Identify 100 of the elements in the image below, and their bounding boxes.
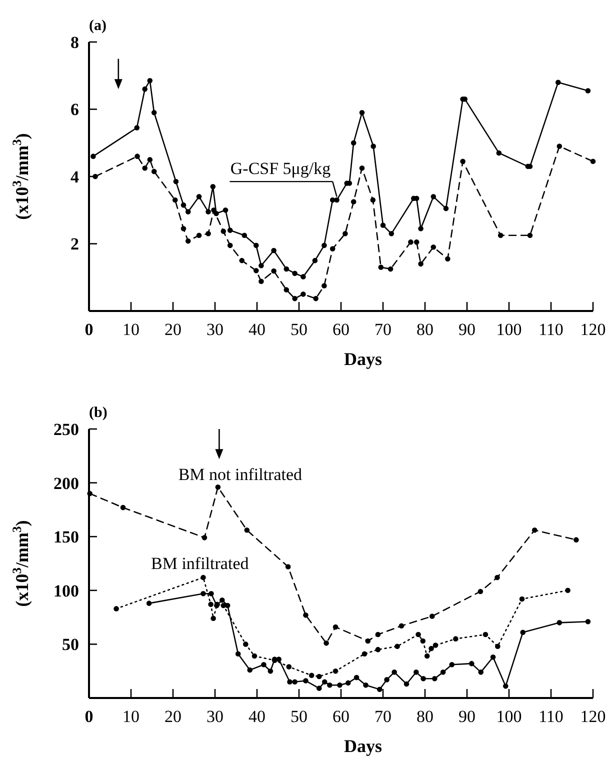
point: [196, 194, 202, 200]
point: [443, 206, 449, 212]
point: [432, 676, 438, 682]
point: [146, 600, 152, 606]
point: [322, 283, 327, 288]
point: [313, 296, 318, 302]
point: [151, 110, 157, 116]
point: [498, 232, 504, 238]
point: [482, 632, 488, 638]
point: [147, 78, 153, 84]
point: [322, 242, 327, 248]
point: [244, 528, 250, 533]
point: [147, 157, 153, 162]
x-tick-label: 90: [458, 320, 476, 339]
point: [114, 606, 119, 612]
point: [219, 597, 225, 603]
x-tick-label: 110: [538, 707, 564, 726]
point: [268, 668, 274, 674]
point: [220, 228, 226, 234]
y-tick-label: 100: [54, 581, 79, 600]
x-tick-label: 20: [164, 707, 182, 726]
point: [330, 246, 336, 252]
point: [172, 197, 178, 203]
point: [556, 620, 562, 626]
point: [200, 574, 206, 580]
point: [532, 528, 538, 533]
point: [388, 266, 394, 272]
point: [316, 674, 322, 680]
point: [378, 264, 384, 270]
point: [180, 226, 186, 232]
point: [312, 258, 318, 264]
chart-title: (a): [89, 18, 106, 34]
point: [520, 630, 526, 636]
point: [365, 638, 371, 644]
point: [254, 268, 259, 274]
x-tick-label: 70: [374, 320, 392, 339]
point: [285, 564, 291, 570]
y-tick-label: 200: [54, 474, 79, 493]
point: [303, 678, 308, 684]
point: [432, 642, 438, 648]
point: [287, 679, 292, 684]
point: [420, 676, 426, 682]
point: [180, 202, 186, 208]
point: [151, 168, 157, 174]
x-tick-label: 120: [580, 707, 606, 726]
point: [527, 232, 533, 238]
point: [585, 618, 591, 624]
y-tick-label: 50: [62, 635, 79, 654]
point: [449, 662, 455, 668]
point: [363, 682, 368, 688]
point: [215, 484, 221, 490]
point: [392, 670, 397, 675]
y-tick-label: 4: [70, 167, 80, 186]
x-tick-label: 80: [416, 320, 434, 339]
point: [420, 638, 426, 644]
point: [428, 646, 434, 652]
point: [185, 209, 191, 214]
point: [134, 154, 140, 159]
point: [350, 140, 356, 146]
point: [292, 270, 298, 276]
point: [332, 624, 338, 630]
point: [252, 653, 258, 659]
point: [142, 165, 148, 171]
point: [303, 612, 308, 618]
point: [468, 660, 474, 666]
point: [445, 256, 450, 262]
point: [261, 662, 266, 668]
y-tick-label: 8: [70, 32, 79, 52]
point: [206, 209, 211, 214]
point: [370, 144, 376, 149]
point: [208, 590, 214, 596]
point: [362, 651, 368, 657]
point: [292, 679, 298, 684]
point: [384, 677, 390, 682]
x-tick-label: 100: [496, 707, 522, 726]
point: [258, 262, 264, 268]
point: [574, 537, 579, 542]
point: [211, 207, 216, 213]
point: [242, 232, 248, 238]
point: [334, 197, 340, 203]
point: [496, 150, 502, 156]
point: [418, 261, 424, 267]
point: [134, 125, 140, 130]
point: [196, 232, 202, 238]
point: [284, 266, 290, 272]
point: [519, 596, 525, 602]
point: [271, 268, 276, 274]
point: [502, 684, 508, 689]
point: [337, 682, 342, 688]
x-tick-label: 60: [332, 320, 350, 339]
point: [120, 504, 126, 510]
point: [322, 679, 328, 684]
point: [430, 194, 436, 200]
x-tick-label: 80: [416, 707, 434, 726]
point: [388, 231, 394, 236]
chart-title: (b): [89, 405, 108, 421]
point: [453, 636, 458, 642]
point: [210, 184, 216, 190]
point: [292, 296, 298, 302]
point: [222, 207, 228, 213]
